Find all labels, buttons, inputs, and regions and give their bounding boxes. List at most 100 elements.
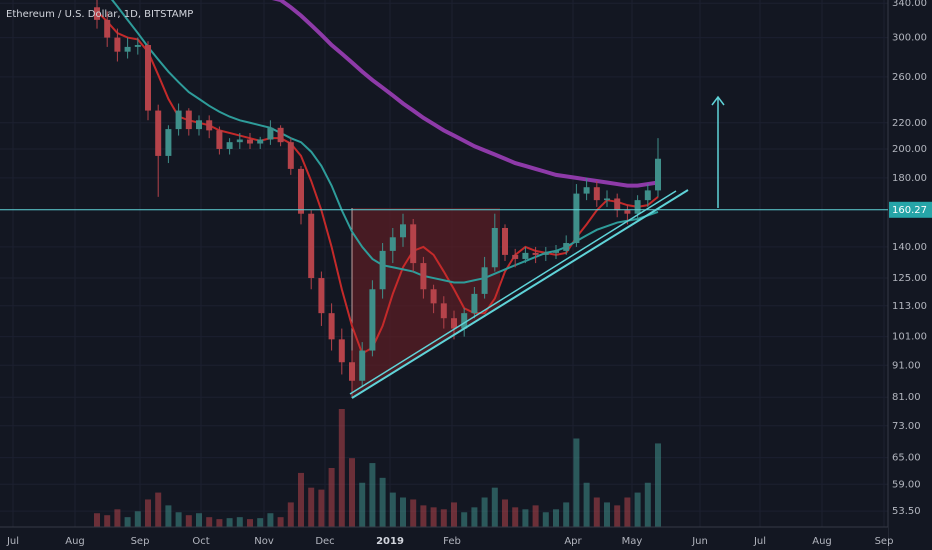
x-tick-label: Sep <box>131 536 150 547</box>
volume-bar <box>420 505 427 527</box>
volume-bar <box>532 505 539 527</box>
candle-body <box>247 139 253 144</box>
volume-bar <box>349 458 355 527</box>
y-tick-label: 65.00 <box>892 453 921 464</box>
volume-bar <box>583 482 590 527</box>
candle-body <box>420 263 427 290</box>
volume-bar <box>461 512 468 527</box>
volume-bar <box>94 513 100 527</box>
volume-bar <box>226 518 233 527</box>
volume-bar <box>400 497 406 527</box>
trendline <box>349 190 677 395</box>
x-tick-label: Aug <box>65 536 85 547</box>
x-tick-label: 2019 <box>376 536 404 547</box>
candle-body <box>277 127 284 143</box>
price-axis <box>888 0 932 550</box>
volume-bar <box>185 515 192 527</box>
volume-bar <box>491 487 498 527</box>
candle-body <box>522 252 529 259</box>
x-tick-label: Jun <box>691 536 708 547</box>
volume-bar <box>389 492 396 527</box>
triangle-shading <box>352 208 500 398</box>
volume-bar <box>410 499 417 527</box>
candle-body <box>461 313 468 329</box>
candle-body <box>430 289 437 304</box>
candle-body <box>532 252 539 255</box>
candle-body <box>491 227 498 268</box>
candle-body <box>196 120 202 130</box>
x-tick-label: Nov <box>254 536 274 547</box>
candle-body <box>583 187 590 194</box>
volume-bar <box>563 502 570 527</box>
candle-body <box>563 243 570 251</box>
candle-body <box>451 318 457 329</box>
candle-body <box>634 200 641 214</box>
candle-body <box>155 110 162 156</box>
candle-body <box>114 37 121 52</box>
candle-body <box>542 252 549 255</box>
candle-body <box>614 198 621 211</box>
volume-bar <box>624 497 631 527</box>
candle-body <box>226 142 233 149</box>
y-tick-label: 81.00 <box>892 392 921 403</box>
candle-body <box>624 210 631 214</box>
x-tick-label: Apr <box>564 536 582 547</box>
candle-body <box>308 213 315 279</box>
candle-body <box>206 120 213 131</box>
volume-bar <box>308 487 315 527</box>
candle-body <box>512 254 519 259</box>
y-tick-label: 59.00 <box>892 479 921 490</box>
candle-body <box>471 293 478 314</box>
candle-body <box>440 303 447 319</box>
volume-bar <box>379 477 386 527</box>
x-tick-label: Oct <box>192 536 209 547</box>
candle-body <box>400 224 406 238</box>
moving-average <box>271 0 659 188</box>
volume-bar <box>644 482 651 527</box>
candle-body <box>349 362 355 381</box>
volume-bar <box>318 489 325 527</box>
volume-bar <box>440 509 447 527</box>
volume-bar <box>287 502 294 527</box>
candle-body <box>104 19 111 38</box>
candle-body <box>573 193 580 244</box>
candle-body <box>369 289 376 351</box>
volume-bar <box>206 517 213 527</box>
candle-body <box>287 142 294 169</box>
x-tick-label: Feb <box>443 536 461 547</box>
candle-body <box>145 45 151 111</box>
candle-body <box>389 237 396 251</box>
volume-bar <box>502 499 508 527</box>
volume-bar <box>145 499 151 527</box>
volume-bar <box>298 472 304 527</box>
volume-bar <box>104 515 111 527</box>
volume-bar <box>216 519 223 527</box>
y-tick-label: 91.00 <box>892 360 921 371</box>
volume-bar <box>236 517 243 527</box>
y-tick-label: 101.00 <box>892 332 927 343</box>
volume-bar <box>573 438 580 527</box>
volume-bar <box>512 507 519 527</box>
volume-bar <box>542 512 549 527</box>
candle-body <box>481 267 488 294</box>
candle-body <box>644 190 651 201</box>
volume-bar <box>481 497 488 527</box>
candle-body <box>298 168 304 214</box>
volume-bar <box>134 511 141 527</box>
y-tick-label: 260.00 <box>892 72 927 83</box>
volume-bar <box>328 468 335 527</box>
candle-body <box>593 187 600 201</box>
volume-bar <box>634 492 641 527</box>
y-tick-label: 73.00 <box>892 421 921 432</box>
volume-bar <box>155 492 162 527</box>
candle-body <box>134 45 141 47</box>
volume-bar <box>369 463 376 527</box>
volume-bar <box>338 409 345 527</box>
candle-body <box>502 227 508 255</box>
volume-bar <box>257 518 264 527</box>
candle-body <box>318 278 325 314</box>
x-tick-label: Jul <box>6 536 19 547</box>
x-tick-label: May <box>622 536 643 547</box>
y-tick-label: 300.00 <box>892 33 927 44</box>
